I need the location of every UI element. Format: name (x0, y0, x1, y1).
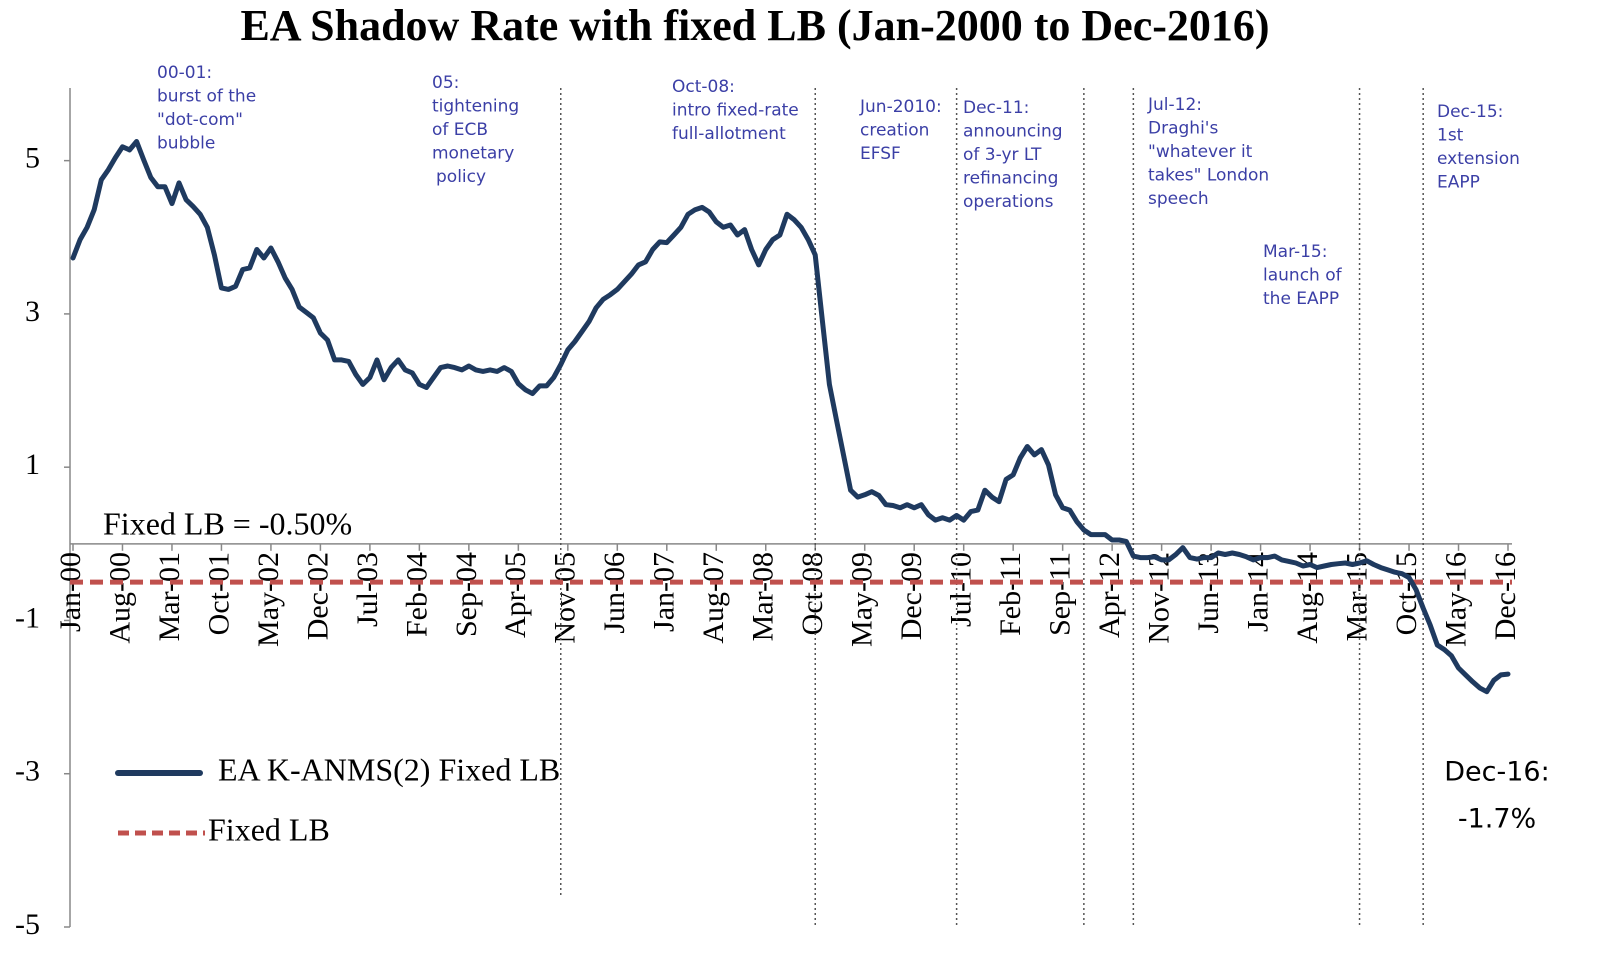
x-tick-label: Jan-00 (54, 552, 87, 632)
event-annotation: Dec-15: (1437, 102, 1503, 122)
x-tick-label: Apr-05 (499, 552, 532, 638)
event-annotation: Mar-15: (1263, 242, 1327, 262)
y-tick-label: 1 (25, 448, 40, 481)
x-tick-label: Feb-04 (400, 552, 433, 637)
y-tick-label: -3 (15, 755, 40, 788)
x-tick-label: Dec-02 (301, 552, 334, 640)
event-annotation: burst of the (157, 87, 256, 107)
event-annotation: Draghi's (1148, 119, 1218, 139)
x-tick-label: Jul-10 (945, 552, 978, 627)
event-annotation: monetary (432, 144, 514, 164)
event-annotation: announcing (963, 122, 1063, 142)
x-tick-label: Aug-00 (103, 552, 136, 644)
event-annotation: refinancing (963, 169, 1058, 189)
event-annotation: "dot-com" (157, 110, 243, 130)
event-annotation: 1st (1437, 126, 1464, 146)
x-tick-label: Jul-03 (351, 552, 384, 627)
y-tick-label: 3 (25, 295, 40, 328)
event-annotation: Dec-11: (963, 98, 1029, 118)
x-tick-label: Jun-06 (598, 552, 631, 634)
x-tick-label: Oct-01 (202, 552, 235, 635)
legend-label: EA K-ANMS(2) Fixed LB (218, 751, 560, 787)
x-tick-label: Mar-01 (153, 552, 186, 641)
event-annotation: the EAPP (1263, 289, 1339, 309)
x-tick-label: Dec-16 (1489, 552, 1522, 640)
x-tick-label: Sep-04 (450, 552, 483, 637)
x-tick-label: Feb-11 (994, 552, 1027, 636)
event-annotation: creation (860, 121, 929, 141)
event-annotation: 05: (432, 73, 459, 93)
event-annotation: EAPP (1437, 173, 1480, 193)
series-line (70, 139, 1511, 695)
x-tick-label: Jan-07 (648, 552, 681, 632)
x-tick-label: Dec-09 (895, 552, 928, 640)
event-annotation: extension (1437, 149, 1520, 169)
x-tick-label: May-02 (252, 552, 285, 647)
chart-title: EA Shadow Rate with fixed LB (Jan-2000 t… (240, 1, 1269, 50)
event-annotation: policy (436, 167, 486, 187)
event-annotation: speech (1148, 189, 1209, 209)
y-tick-label: -1 (15, 601, 40, 634)
event-annotation: Jul-12: (1147, 95, 1202, 115)
event-annotation: takes" London (1148, 166, 1269, 186)
x-tick-label: Nov-05 (549, 552, 582, 644)
event-annotation: operations (963, 192, 1054, 212)
x-tick-label: May-16 (1439, 552, 1472, 647)
x-tick-label: Mar-15 (1340, 552, 1373, 641)
event-annotation: 00-01: (157, 63, 212, 83)
event-annotation: of 3-yr LT (963, 145, 1042, 165)
event-annotation: EFSF (860, 144, 901, 164)
x-tick-label: Sep-11 (1044, 552, 1077, 636)
x-tick-label: Jun-13 (1192, 552, 1225, 634)
event-annotation: launch of (1263, 266, 1343, 286)
event-annotation: full-allotment (672, 124, 786, 144)
x-tick-label: Jan-14 (1241, 552, 1274, 632)
event-annotation: bubble (157, 134, 215, 154)
event-annotation: Jun-2010: (859, 97, 942, 117)
event-annotation: Oct-08: (672, 77, 735, 97)
end-label: -1.7% (1458, 804, 1536, 835)
x-tick-label: Apr-12 (1093, 552, 1126, 638)
legend-label: Fixed LB (208, 811, 330, 847)
reference-label: Fixed LB = -0.50% (103, 505, 352, 541)
event-annotation: tightening (432, 97, 519, 117)
end-label: Dec-16: (1444, 757, 1549, 788)
event-annotation: of ECB (432, 120, 488, 140)
x-tick-label: Oct-08 (796, 552, 829, 635)
x-tick-label: Aug-07 (697, 552, 730, 644)
event-annotation: intro fixed-rate (672, 101, 799, 121)
x-tick-label: Nov-12 (1143, 552, 1176, 644)
x-tick-label: Mar-08 (747, 552, 780, 641)
y-tick-label: 5 (25, 142, 40, 175)
y-tick-label: -5 (15, 908, 40, 941)
event-annotation: "whatever it (1148, 142, 1253, 162)
x-tick-label: May-09 (846, 552, 879, 647)
